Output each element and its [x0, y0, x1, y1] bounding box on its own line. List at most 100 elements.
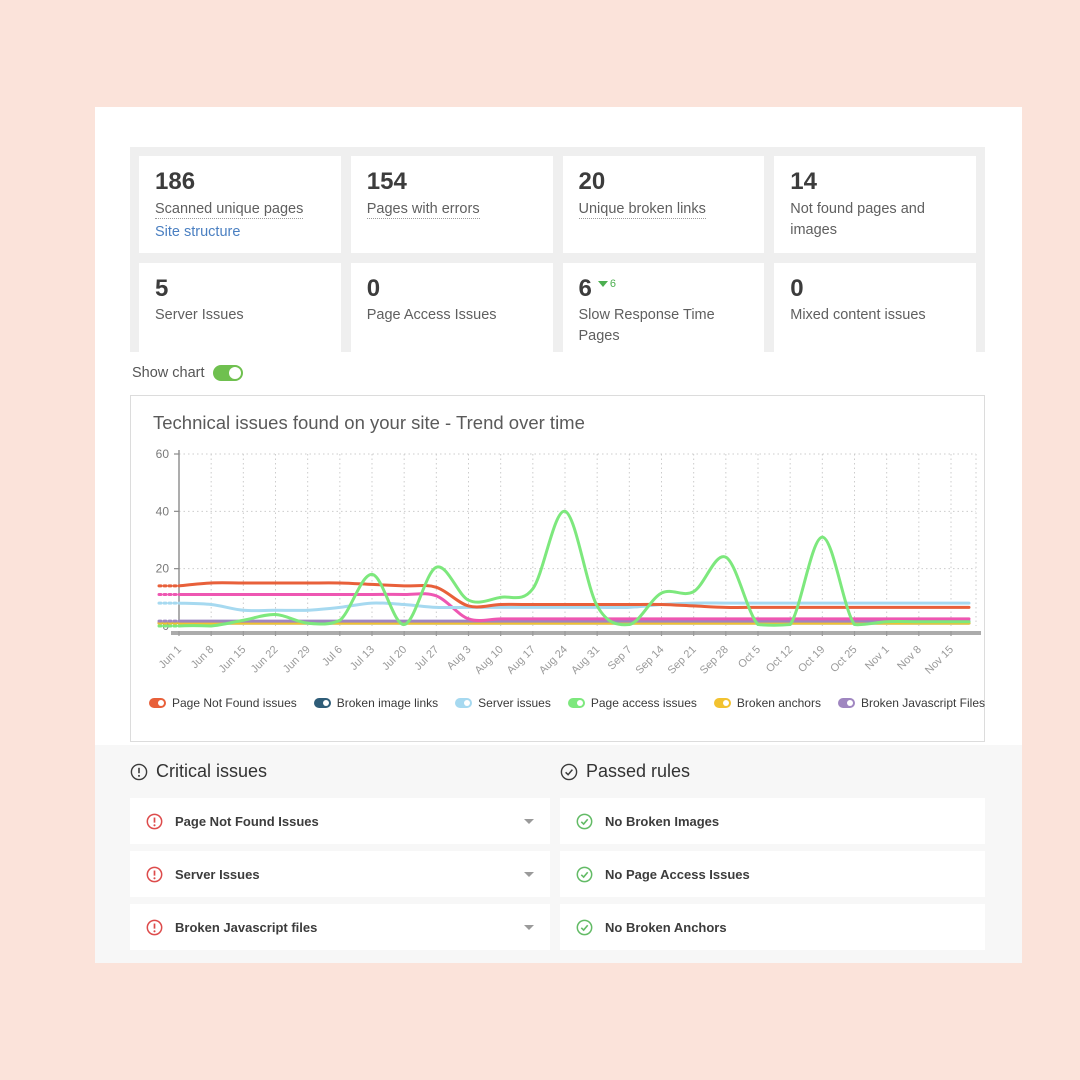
stat-card-scanned-pages: 186 Scanned unique pages Site structure — [139, 156, 341, 253]
legend-item-server-issues[interactable]: Server issues — [455, 696, 551, 710]
stat-label[interactable]: Scanned unique pages — [155, 200, 304, 219]
issue-label: Broken Javascript files — [175, 919, 318, 935]
passed-rule-row: No Broken Anchors — [560, 904, 985, 950]
rule-label: No Broken Images — [605, 813, 720, 829]
passed-rule-row: No Broken Images — [560, 798, 985, 844]
stat-value: 5 — [155, 274, 169, 302]
toggle-knob — [158, 700, 164, 706]
legend-toggle-icon[interactable] — [313, 698, 331, 708]
critical-issue-row[interactable]: Broken Javascript files — [130, 904, 550, 950]
check-ok-icon — [576, 919, 593, 935]
legend-toggle-icon[interactable] — [837, 698, 855, 708]
x-axis-tick: Oct 5 — [736, 644, 763, 671]
issue-label: Server Issues — [175, 866, 260, 882]
passed-rules-header: Passed rules — [560, 761, 985, 782]
dashboard-card: 186 Scanned unique pages Site structure … — [95, 107, 1022, 963]
x-axis-tick: Aug 10 — [473, 644, 506, 677]
x-axis-tick: Sep 14 — [633, 644, 666, 677]
toggle-knob — [576, 700, 583, 706]
show-chart-control: Show chart — [132, 365, 243, 381]
legend-item-broken-anchors[interactable]: Broken anchors — [713, 696, 821, 710]
arrow-down-icon — [597, 280, 608, 287]
x-axis-tick: Oct 19 — [796, 644, 827, 675]
x-axis-tick: Nov 1 — [863, 644, 892, 673]
stat-label: Page Access Issues — [366, 307, 497, 324]
x-axis-tick: Sep 7 — [606, 644, 635, 673]
legend-label: Page access issues — [590, 696, 697, 710]
stat-value: 0 — [366, 274, 381, 302]
stat-label: Not found pages and images — [790, 200, 925, 238]
critical-issue-row[interactable]: Page Not Found Issues — [130, 798, 550, 844]
site-structure-link[interactable]: Site structure — [155, 223, 241, 240]
toggle-knob — [322, 700, 329, 706]
legend-item-broken-image-links[interactable]: Broken image links — [313, 696, 438, 710]
stat-label[interactable]: Pages with errors — [366, 200, 480, 219]
x-axis-tick: Aug 3 — [445, 644, 474, 673]
x-axis-tick: Oct 12 — [764, 644, 795, 675]
exclamation-circle-icon — [130, 763, 148, 780]
critical-issues-column: Critical issues Page Not Found Issues — [130, 745, 550, 957]
legend-toggle-icon[interactable] — [149, 698, 166, 708]
legend-item-page-access-issues[interactable]: Page access issues — [567, 696, 697, 710]
stat-label[interactable]: Unique broken links — [578, 200, 706, 219]
passed-rule-row: No Page Access Issues — [560, 851, 985, 897]
x-axis-tick: Jul 27 — [412, 644, 441, 673]
stats-panel: 186 Scanned unique pages Site structure … — [130, 147, 985, 360]
x-axis-tick: Jun 22 — [249, 644, 281, 676]
critical-issue-row[interactable]: Server Issues — [130, 851, 550, 897]
x-axis-tick: Sep 21 — [666, 644, 699, 677]
x-axis-tick: Jun 29 — [281, 644, 313, 676]
stat-card-slow-response-pages: 6 6 Slow Response Time Pages — [562, 262, 765, 360]
y-axis-tick: 40 — [156, 504, 170, 518]
chart-title: Technical issues found on your site - Tr… — [153, 412, 585, 433]
series-line-server-issues — [177, 601, 971, 613]
error-icon — [146, 919, 163, 935]
issues-summary-section: Critical issues Page Not Found Issues — [95, 745, 1022, 963]
stat-value: 20 — [578, 168, 606, 195]
issue-label: Page Not Found Issues — [175, 813, 319, 829]
x-axis-tick: Aug 24 — [537, 644, 570, 677]
rule-label: No Page Access Issues — [605, 866, 750, 882]
toggle-knob — [846, 700, 853, 706]
legend-item-page-not-found-issues[interactable]: Page Not Found issues — [149, 696, 297, 710]
x-axis-tick: Jun 8 — [189, 644, 217, 672]
toggle-knob — [722, 700, 729, 706]
stat-label: Mixed content issues — [790, 307, 926, 324]
y-axis-tick: 60 — [156, 447, 170, 461]
x-axis-tick: Sep 28 — [698, 644, 731, 677]
chevron-down-icon[interactable] — [524, 818, 534, 824]
x-axis-tick: Jul 6 — [320, 644, 345, 669]
stat-label: Server Issues — [155, 307, 244, 324]
chevron-down-icon[interactable] — [524, 924, 534, 930]
series-line-page-access-issues — [177, 509, 971, 628]
chevron-down-icon[interactable] — [524, 871, 534, 877]
legend-item-broken-javascript-files[interactable]: Broken Javascript Files — [837, 696, 985, 710]
x-axis-tick: Oct 25 — [828, 644, 859, 675]
stat-card-not-found-pages: 14 Not found pages and images — [774, 156, 976, 253]
series-line-page-not-found-issues — [177, 581, 971, 609]
show-chart-toggle[interactable] — [212, 365, 243, 381]
error-icon — [146, 813, 163, 829]
stat-delta-decrease: 6 — [597, 278, 616, 290]
stat-value: 186 — [155, 168, 196, 195]
legend-toggle-icon[interactable] — [713, 698, 731, 708]
legend-toggle-icon[interactable] — [455, 698, 473, 708]
stat-card-mixed-content: 0 Mixed content issues — [774, 262, 976, 360]
x-axis-tick: Aug 17 — [505, 644, 538, 677]
x-axis-tick: Jul 13 — [348, 644, 377, 673]
toggle-knob — [464, 700, 471, 706]
error-icon — [146, 866, 163, 882]
show-chart-label: Show chart — [132, 365, 205, 381]
stat-card-unique-broken-links: 20 Unique broken links — [562, 156, 765, 253]
toggle-knob — [228, 367, 241, 379]
x-axis-tick: Nov 15 — [923, 644, 956, 677]
legend-label: Page Not Found issues — [172, 696, 297, 710]
stat-value: 0 — [790, 274, 804, 302]
section-title: Passed rules — [586, 761, 691, 781]
x-axis-tick: Jun 1 — [157, 644, 185, 672]
stat-card-page-access-issues: 0 Page Access Issues — [350, 262, 553, 360]
legend-label: Broken anchors — [736, 696, 821, 710]
stat-card-server-issues: 5 Server Issues — [139, 262, 341, 360]
legend-toggle-icon[interactable] — [567, 698, 585, 708]
x-axis-tick: Nov 8 — [895, 644, 924, 673]
